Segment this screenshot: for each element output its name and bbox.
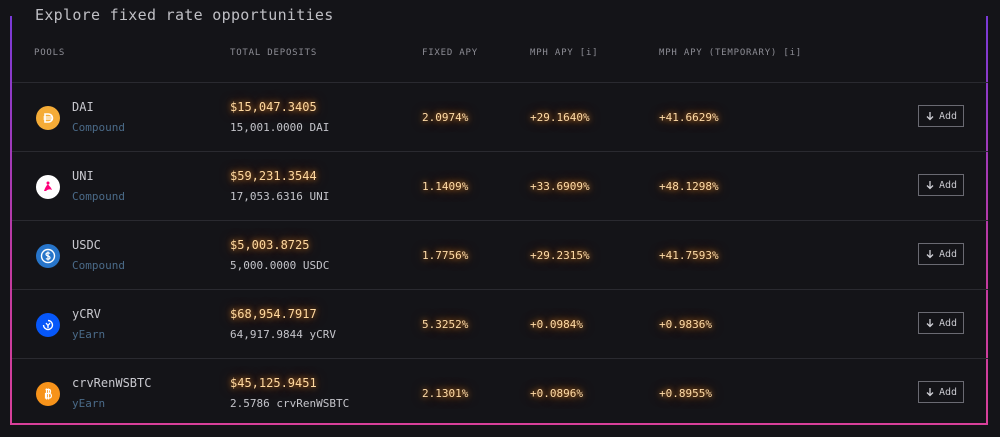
pool-source: yEarn (72, 328, 106, 341)
mph-apy-temporary: +41.7593% (659, 249, 719, 262)
mph-apy: +0.0984% (530, 318, 583, 331)
arrow-down-icon (926, 112, 934, 121)
page-title: Explore fixed rate opportunities (33, 6, 336, 24)
header-fixed-apy: FIXED APY (422, 48, 478, 58)
arrow-down-icon (926, 250, 934, 259)
add-button[interactable]: Add (918, 243, 964, 265)
deposit-usd: $15,047.3405 (230, 100, 317, 114)
add-button[interactable]: Add (918, 312, 964, 334)
add-button-label: Add (938, 317, 958, 329)
add-button[interactable]: Add (918, 105, 964, 127)
arrow-down-icon (926, 181, 934, 190)
mph-apy: +33.6909% (530, 180, 590, 193)
pool-source: Compound (72, 190, 125, 203)
deposit-token: 2.5786 crvRenWSBTC (230, 397, 350, 410)
pool-name: DAI (72, 100, 94, 114)
mph-apy: +29.2315% (530, 249, 590, 262)
deposit-usd: $5,003.8725 (230, 238, 310, 252)
mph-apy-temporary: +41.6629% (659, 111, 719, 124)
fixed-apy: 2.1301% (422, 387, 469, 400)
add-button[interactable]: Add (918, 174, 964, 196)
pool-name: USDC (72, 238, 101, 252)
deposit-token: 5,000.0000 USDC (230, 259, 330, 272)
table-row: crvRenWSBTC yEarn $45,125.9451 2.5786 cr… (12, 359, 988, 427)
table-row: USDC Compound $5,003.8725 5,000.0000 USD… (12, 221, 988, 290)
add-button-label: Add (938, 179, 958, 191)
add-button-label: Add (938, 248, 958, 260)
mph-apy-temporary: +48.1298% (659, 180, 719, 193)
table-header: POOLS TOTAL DEPOSITS FIXED APY MPH APY [… (12, 40, 988, 83)
table-row: yCRV yEarn $68,954.7917 64,917.9844 yCRV… (12, 290, 988, 359)
arrow-down-icon (926, 319, 934, 328)
mph-apy-temporary: +0.8955% (659, 387, 712, 400)
add-button[interactable]: Add (918, 381, 964, 403)
deposit-token: 17,053.6316 UNI (230, 190, 330, 203)
mph-apy: +0.0896% (530, 387, 583, 400)
header-mph-apy-temporary[interactable]: MPH APY (TEMPORARY) [i] (659, 48, 803, 58)
pool-name: crvRenWSBTC (72, 376, 152, 390)
dai-icon (36, 106, 60, 130)
fixed-apy: 2.0974% (422, 111, 469, 124)
yearn-icon (36, 313, 60, 337)
add-button-label: Add (938, 110, 958, 122)
deposit-usd: $68,954.7917 (230, 307, 317, 321)
pool-source: Compound (72, 121, 125, 134)
deposit-usd: $45,125.9451 (230, 376, 317, 390)
pool-source: Compound (72, 259, 125, 272)
fixed-apy: 5.3252% (422, 318, 469, 331)
pool-name: yCRV (72, 307, 101, 321)
mph-apy-temporary: +0.9836% (659, 318, 712, 331)
panel-frame (10, 16, 988, 425)
pool-name: UNI (72, 169, 94, 183)
pool-source: yEarn (72, 397, 106, 410)
header-mph-apy[interactable]: MPH APY [i] (530, 48, 599, 58)
table-row: DAI Compound $15,047.3405 15,001.0000 DA… (12, 83, 988, 152)
deposit-token: 15,001.0000 DAI (230, 121, 330, 134)
header-total-deposits: TOTAL DEPOSITS (230, 48, 318, 58)
add-button-label: Add (938, 386, 958, 398)
mph-apy: +29.1640% (530, 111, 590, 124)
header-pools: POOLS (34, 48, 66, 58)
pools-table: POOLS TOTAL DEPOSITS FIXED APY MPH APY [… (12, 40, 988, 427)
fixed-apy: 1.1409% (422, 180, 469, 193)
deposit-usd: $59,231.3544 (230, 169, 317, 183)
arrow-down-icon (926, 388, 934, 397)
usdc-icon (36, 244, 60, 268)
table-row: UNI Compound $59,231.3544 17,053.6316 UN… (12, 152, 988, 221)
deposit-token: 64,917.9844 yCRV (230, 328, 336, 341)
fixed-apy: 1.7756% (422, 249, 469, 262)
bitcoin-icon (36, 382, 60, 406)
uni-icon (36, 175, 60, 199)
